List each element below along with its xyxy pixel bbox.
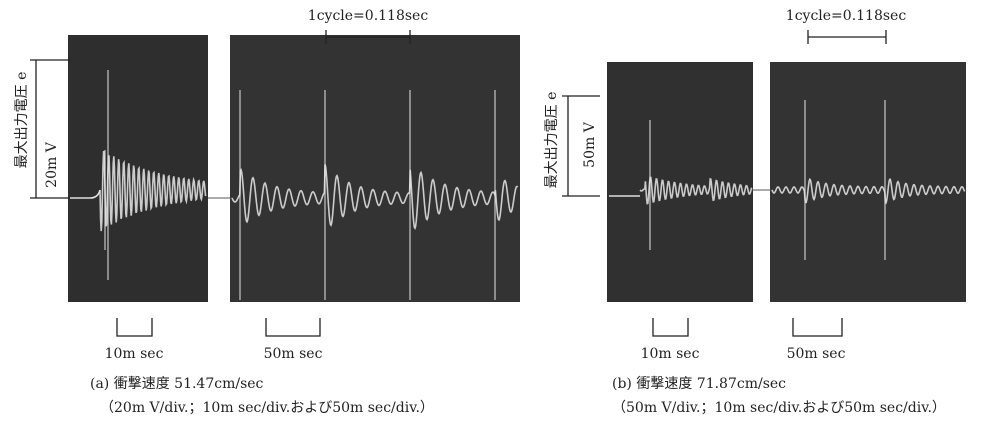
figure: 1cycle=0.118sec 最大出力電圧 e 20m V 10m sec 5… [0,0,982,423]
caption: (b) 衝撃速度 71.87cm/sec [612,376,786,392]
cycle-bracket [808,30,886,44]
time-label: 10m sec [641,346,700,362]
time-bracket [117,318,152,336]
time-bracket [266,318,320,336]
scope-screen [230,35,520,302]
time-label: 10m sec [105,346,164,362]
cycle-label: 1cycle=0.118sec [308,8,429,24]
time-label: 50m sec [264,346,323,362]
y-label: 最大出力電圧 e [544,92,560,189]
scale-label: 50m V [582,121,598,168]
time-bracket [653,318,688,336]
time-label: 50m sec [787,346,846,362]
time-bracket [793,318,842,336]
cycle-label: 1cycle=0.118sec [786,8,907,24]
scale-label: 20m V [44,141,60,188]
caption-detail: （50m V/div.；10m sec/div.および50m sec/div.） [612,400,946,416]
scope-screen [770,62,966,302]
scope-screen [607,62,753,302]
caption: (a) 衝撃速度 51.47cm/sec [90,376,264,392]
y-label: 最大出力電圧 e [14,72,30,169]
caption-detail: （20m V/div.；10m sec/div.および50m sec/div.） [100,400,434,416]
